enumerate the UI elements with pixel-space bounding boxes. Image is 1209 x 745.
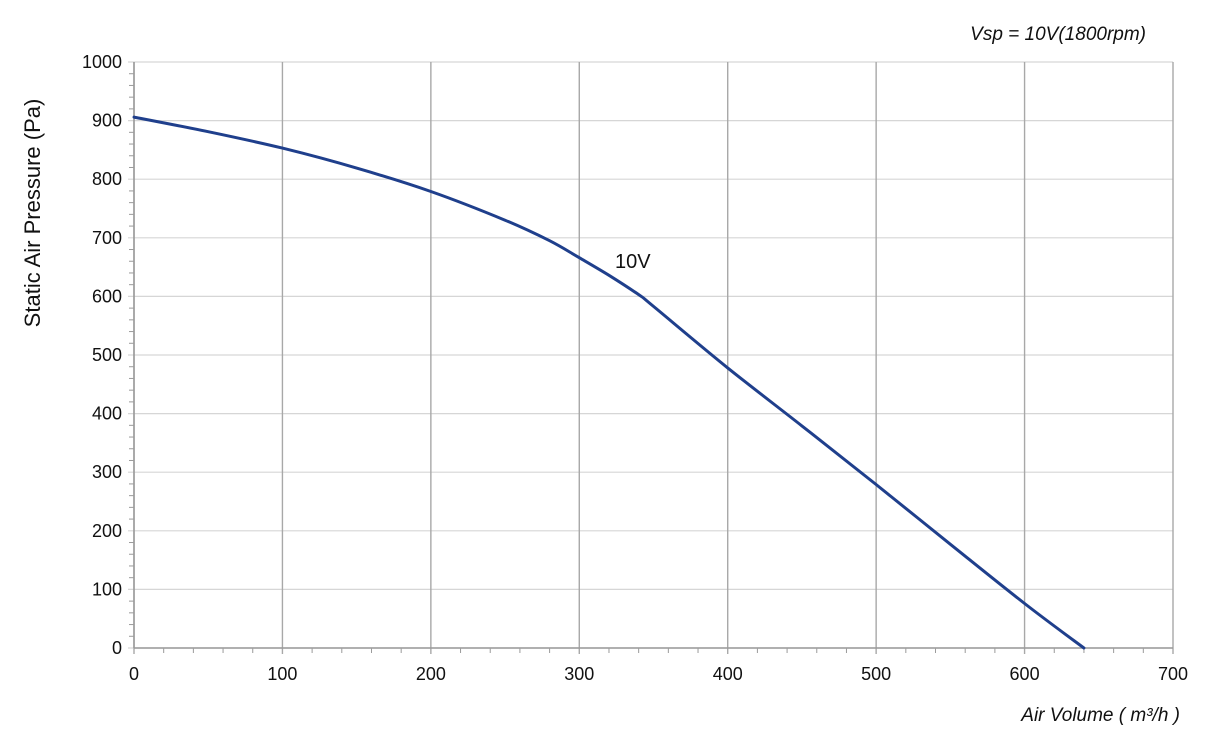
x-tick-label: 600 — [1010, 664, 1040, 684]
x-tick-label: 100 — [267, 664, 297, 684]
axes — [133, 62, 1173, 649]
grid-lines — [128, 61, 1174, 654]
y-tick-label: 600 — [92, 286, 122, 306]
chart-subtitle: Vsp = 10V(1800rpm) — [970, 24, 1146, 45]
x-axis-title: Air Volume ( m³/h ) — [1020, 705, 1180, 726]
series-line-0 — [132, 115, 1086, 650]
x-tick-labels: 0 100 200 300 400 500 600 700 — [129, 664, 1188, 684]
y-tick-label: 0 — [112, 638, 122, 658]
x-tick-label: 300 — [564, 664, 594, 684]
y-tick-label: 800 — [92, 169, 122, 189]
data-series — [132, 115, 1086, 650]
y-axis-title: Static Air Pressure (Pa) — [20, 99, 45, 328]
y-tick-label: 500 — [92, 345, 122, 365]
x-tick-label: 400 — [713, 664, 743, 684]
y-tick-label: 300 — [92, 462, 122, 482]
x-tick-label: 700 — [1158, 664, 1188, 684]
series-label-10v: 10V — [615, 251, 651, 273]
minor-ticks — [129, 73, 1144, 653]
y-tick-label: 700 — [92, 228, 122, 248]
y-tick-label: 1000 — [82, 52, 122, 72]
y-tick-label: 200 — [92, 521, 122, 541]
x-tick-label: 500 — [861, 664, 891, 684]
x-tick-label: 0 — [129, 664, 139, 684]
y-tick-labels: 0 100 200 300 400 500 600 700 800 900 1000 — [82, 52, 122, 658]
y-tick-label: 400 — [92, 404, 122, 424]
y-tick-label: 100 — [92, 579, 122, 599]
x-tick-label: 200 — [416, 664, 446, 684]
y-tick-label: 900 — [92, 111, 122, 131]
